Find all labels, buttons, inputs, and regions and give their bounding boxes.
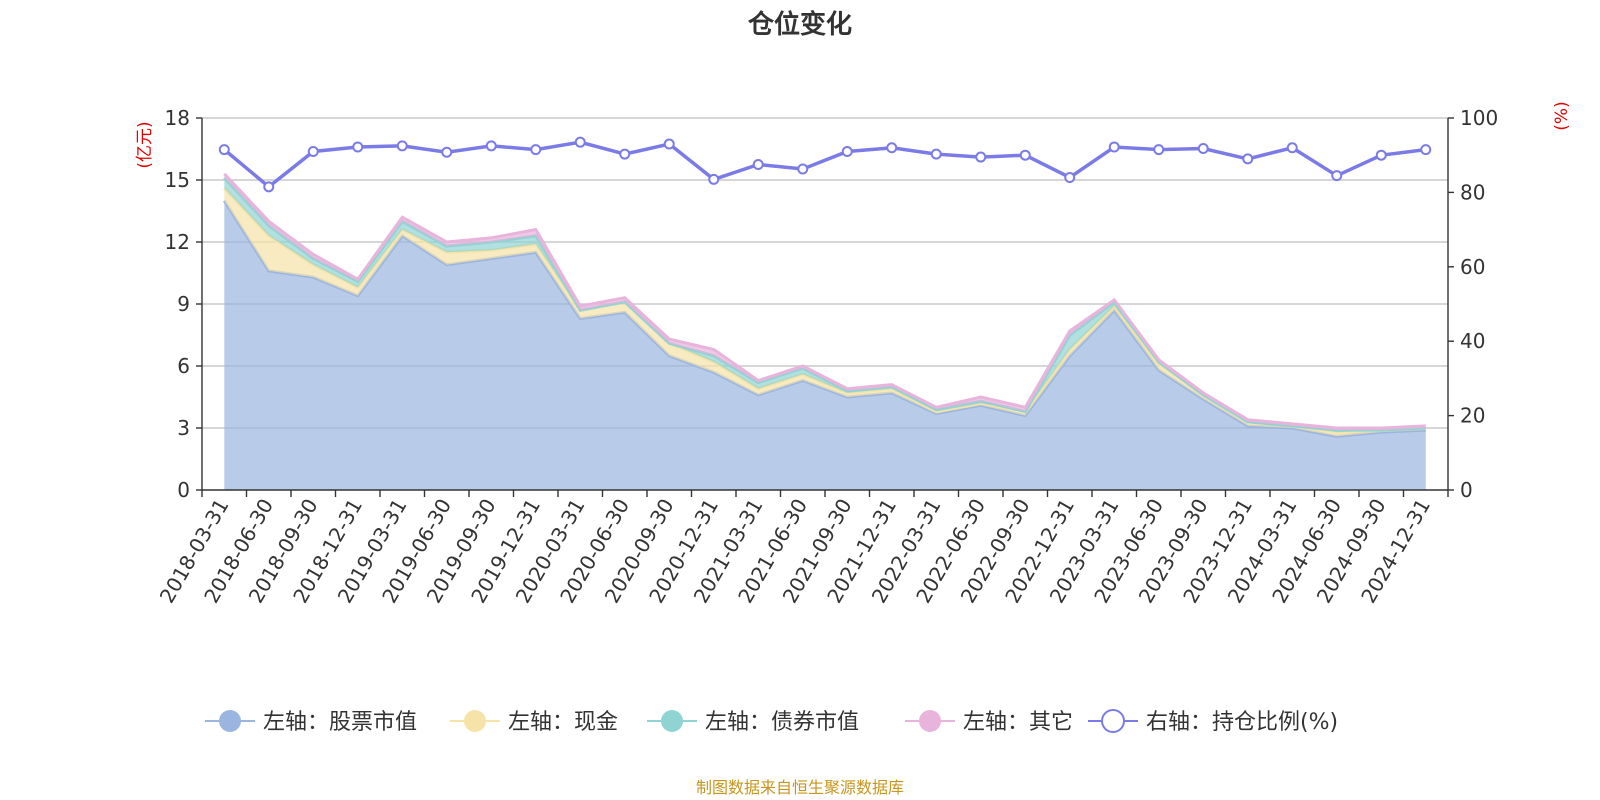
legend-swatch-marker — [919, 710, 941, 732]
ratio-point — [841, 145, 853, 157]
area-左轴：债券市值 — [224, 177, 1426, 433]
legend: 左轴：股票市值 左轴：现金 左轴：债券市值 左轴：其它 右轴：持仓比例(%) — [205, 709, 1338, 735]
ratio-point — [485, 140, 497, 152]
ratio-point — [1064, 172, 1076, 184]
left-tick-label: 9 — [177, 292, 190, 316]
ratio-point — [1108, 141, 1120, 153]
ratio-point — [1286, 142, 1298, 154]
ratio-point — [886, 142, 898, 154]
right-tick-label: 80 — [1460, 180, 1485, 204]
legend-label: 左轴：债券市值 — [705, 710, 859, 735]
ratio-point — [797, 163, 809, 175]
ratio-point — [441, 146, 453, 158]
legend-label: 左轴：现金 — [508, 710, 618, 735]
ratio-point — [574, 136, 586, 148]
source-note: 制图数据来自恒生聚源数据库 — [696, 778, 904, 797]
legend-label: 左轴：股票市值 — [263, 710, 417, 735]
stacked-areas — [223, 172, 1426, 490]
ratio-point — [930, 148, 942, 160]
legend-label: 右轴：持仓比例(%) — [1146, 710, 1338, 735]
legend-swatch-marker — [464, 710, 486, 732]
ratio-point — [530, 144, 542, 156]
legend-swatch-marker — [661, 710, 683, 732]
left-axis-unit: (亿元) — [135, 121, 155, 168]
legend-label: 左轴：其它 — [963, 710, 1073, 735]
ratio-point — [975, 151, 987, 163]
ratio-point — [1197, 143, 1209, 155]
legend-swatch-marker — [1101, 709, 1125, 733]
legend-swatch-marker — [219, 710, 241, 732]
ratio-point — [1420, 144, 1432, 156]
ratio-point — [752, 159, 764, 170]
ratio-point — [619, 148, 631, 160]
chart-title: 仓位变化 — [747, 9, 852, 40]
ratio-point — [263, 181, 275, 193]
area-左轴：股票市值 — [224, 200, 1426, 490]
left-tick-label: 15 — [165, 168, 190, 192]
ratio-line — [218, 136, 1432, 193]
ratio-point — [218, 144, 230, 156]
ratio-line-path — [223, 140, 1427, 190]
left-tick-label: 0 — [177, 478, 190, 502]
right-tick-label: 40 — [1460, 329, 1485, 353]
ratio-point — [1153, 144, 1165, 156]
ratio-point — [307, 145, 319, 157]
ratio-point — [396, 140, 408, 152]
left-tick-label: 12 — [165, 230, 190, 254]
ratio-point — [352, 141, 364, 153]
ratio-point — [708, 173, 720, 185]
left-tick-label: 3 — [177, 416, 190, 440]
ratio-point — [1019, 149, 1031, 161]
right-tick-label: 100 — [1460, 106, 1498, 130]
area-左轴：现金 — [224, 188, 1426, 437]
right-axis-unit: (%) — [1552, 101, 1572, 130]
right-tick-label: 20 — [1460, 404, 1485, 428]
ratio-point — [1242, 153, 1254, 165]
right-tick-label: 60 — [1460, 255, 1485, 279]
left-tick-label: 18 — [165, 106, 190, 130]
ratio-point — [1375, 149, 1387, 161]
left-tick-label: 6 — [177, 354, 190, 378]
ratio-point — [1331, 170, 1343, 182]
right-tick-label: 0 — [1460, 478, 1473, 502]
area-edge-左轴：其它 — [223, 172, 1426, 430]
ratio-point — [663, 138, 675, 150]
